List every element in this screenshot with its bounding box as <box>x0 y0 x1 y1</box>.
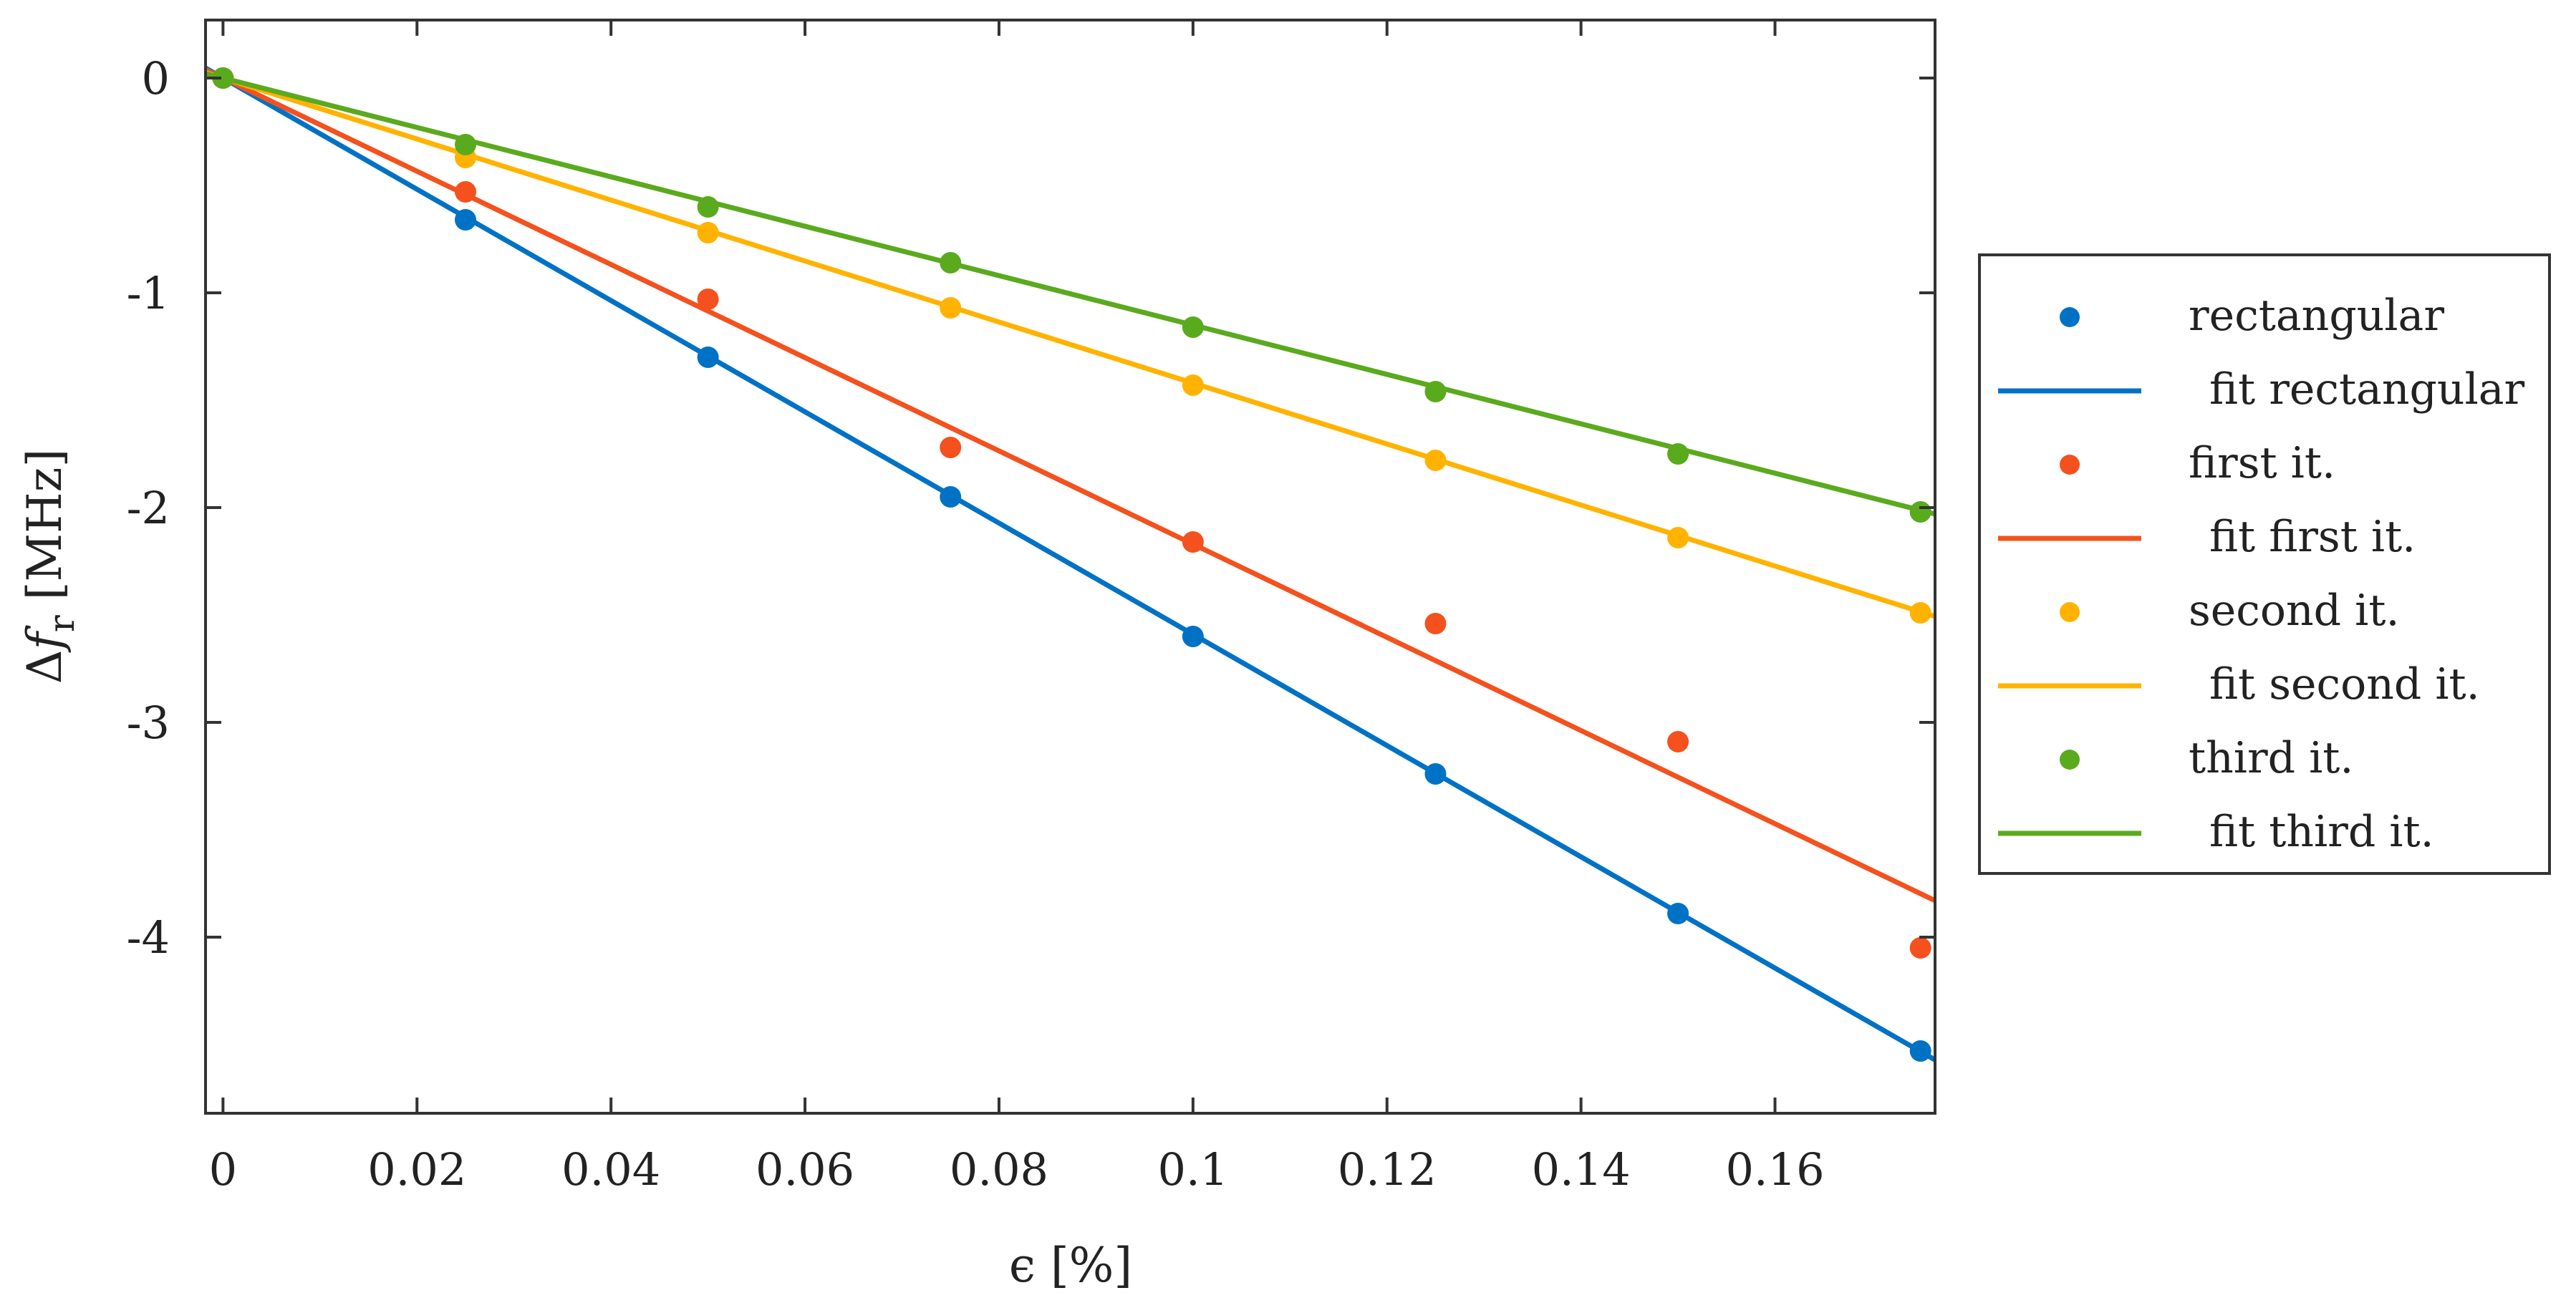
data-point-third-it- <box>940 252 962 273</box>
legend: rectangular fit rectangular first it. fit f… <box>1978 253 2551 875</box>
y-tick-label: -3 <box>127 697 170 749</box>
fit-line-fit-second-it- <box>206 69 1935 619</box>
data-point-second-it- <box>697 222 719 243</box>
data-point-rectangular <box>1424 763 1447 785</box>
data-points <box>212 67 1931 1062</box>
fit-line-fit-rectangular <box>206 65 1935 1062</box>
data-point-second-it- <box>940 297 962 319</box>
y-tick-label: -1 <box>127 267 170 319</box>
data-point-rectangular <box>940 486 962 508</box>
x-tick-label: 0.1 <box>1158 1143 1229 1196</box>
data-point-third-it- <box>1424 381 1447 402</box>
legend-label: fit first it. <box>2209 512 2416 562</box>
y-axis-label: Δfr [MHz] <box>17 449 82 684</box>
legend-marker <box>2060 307 2080 327</box>
data-point-rectangular <box>1182 626 1204 647</box>
data-point-third-it- <box>454 134 476 155</box>
x-tick-label: 0.16 <box>1725 1143 1824 1196</box>
x-axis-label: ϵ [%] <box>1009 1238 1132 1293</box>
data-point-rectangular <box>1909 1040 1931 1062</box>
data-point-second-it- <box>1182 374 1204 396</box>
legend-label: third it. <box>2189 733 2353 783</box>
y-tick-label: -2 <box>127 482 170 534</box>
data-point-rectangular <box>1667 903 1689 924</box>
legend-label: fit second it. <box>2209 659 2480 709</box>
legend-label: first it. <box>2189 438 2335 488</box>
x-tick-label: 0.02 <box>367 1143 466 1196</box>
axes-box <box>204 19 1936 1115</box>
legend-marker <box>2060 455 2080 475</box>
data-point-third-it- <box>1182 316 1204 338</box>
fit-lines <box>206 65 1935 1062</box>
data-point-rectangular <box>697 347 719 368</box>
data-point-first-it- <box>1182 531 1204 553</box>
legend-label: rectangular <box>2189 291 2444 341</box>
x-tick-label: 0 <box>209 1143 237 1196</box>
data-point-rectangular <box>454 209 476 231</box>
legend-label: second it. <box>2189 586 2400 636</box>
data-point-third-it- <box>212 67 234 89</box>
x-tick-label: 0.04 <box>561 1143 660 1196</box>
data-point-first-it- <box>1909 937 1931 959</box>
data-point-third-it- <box>1909 501 1931 523</box>
data-point-first-it- <box>1667 731 1689 752</box>
legend-label: fit rectangular <box>2209 364 2525 415</box>
legend-marker <box>2060 750 2080 770</box>
data-point-first-it- <box>697 289 719 310</box>
y-tick-label: -4 <box>127 911 170 964</box>
plot-area <box>206 65 1935 1062</box>
data-point-second-it- <box>1667 527 1689 548</box>
axis-ticks: 0 0.02 0.04 0.06 0.08 0.1 0.12 0.14 0.16 0 -1 -2 -3 -… <box>127 20 1935 1196</box>
data-point-second-it- <box>1909 602 1931 624</box>
fit-line-fit-first-it- <box>206 67 1935 904</box>
data-point-second-it- <box>1424 450 1447 471</box>
x-tick-label: 0.14 <box>1532 1143 1631 1196</box>
data-point-first-it- <box>1424 613 1447 634</box>
data-point-first-it- <box>454 181 476 203</box>
x-tick-label: 0.06 <box>756 1143 854 1196</box>
x-tick-label: 0.12 <box>1338 1143 1437 1196</box>
legend-box <box>1978 253 2551 875</box>
fit-line-fit-third-it- <box>206 71 1935 517</box>
legend-label: fit third it. <box>2209 807 2434 857</box>
data-point-third-it- <box>697 196 719 218</box>
data-point-first-it- <box>940 437 962 458</box>
data-point-third-it- <box>1667 443 1689 465</box>
legend-marker <box>2060 602 2080 622</box>
y-tick-label: 0 <box>142 52 170 105</box>
x-tick-label: 0.08 <box>950 1143 1048 1196</box>
